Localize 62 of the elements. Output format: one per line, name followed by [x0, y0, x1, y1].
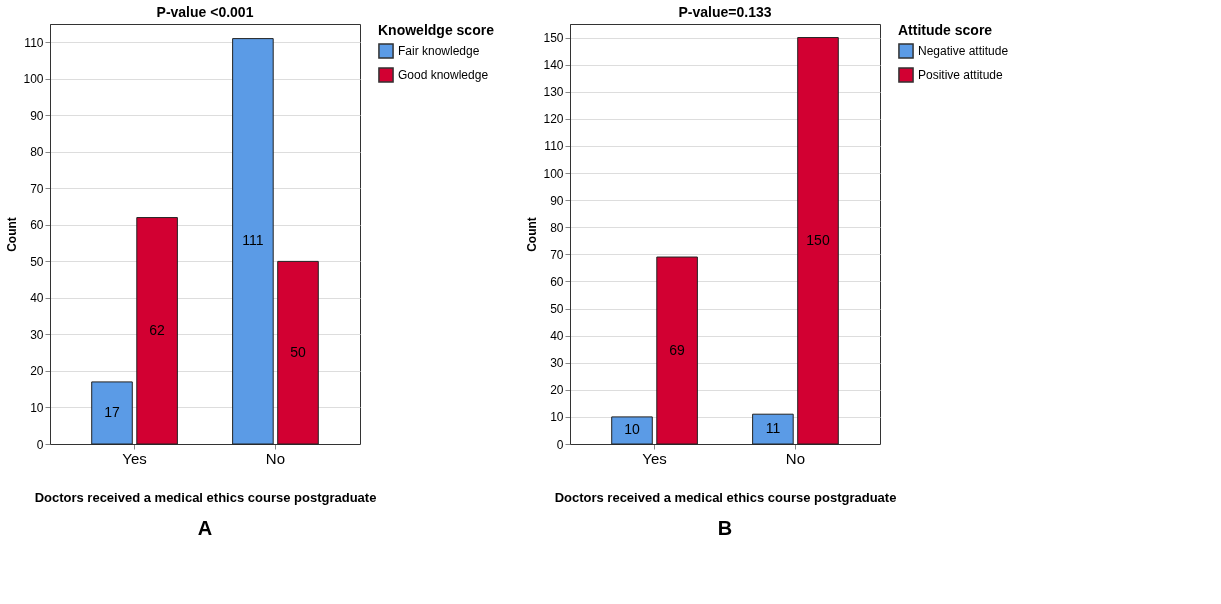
bar	[656, 256, 698, 445]
x-tick-label: Yes	[642, 449, 667, 467]
x-axis-title: Doctors received a medical ethics course postgraduate	[554, 489, 897, 505]
y-tick-label: 150	[543, 31, 564, 46]
legend-label: Positive attitude	[918, 68, 1004, 82]
data-label: 150	[806, 231, 830, 248]
y-tick-label: 30	[30, 327, 44, 342]
y-tick-label: 90	[550, 193, 564, 208]
data-label: 11	[765, 420, 781, 437]
y-tick-label: 90	[30, 108, 44, 123]
legend-label: Good knowledge	[398, 68, 489, 82]
x-tick-label: No	[265, 449, 286, 467]
y-axis-title: Count	[525, 217, 540, 252]
legend-label: Negative attitude	[918, 44, 1009, 58]
bar	[797, 37, 839, 445]
y-tick-label: 20	[30, 364, 44, 379]
bar	[232, 38, 274, 445]
bar	[136, 217, 178, 445]
y-tick-label: 30	[550, 356, 564, 371]
y-tick-label: 50	[30, 254, 44, 269]
y-tick-label: 60	[30, 218, 44, 233]
y-tick-label: 110	[544, 139, 564, 154]
data-label: 111	[242, 232, 264, 249]
legend-label: Fair knowledge	[398, 44, 480, 58]
chart-title: P-value <0.001	[156, 4, 254, 20]
bar	[752, 413, 794, 445]
bar	[277, 260, 319, 445]
y-tick-label: 20	[550, 383, 564, 398]
y-tick-label: 10	[550, 410, 564, 425]
x-tick-label: Yes	[122, 449, 147, 467]
y-tick-label: 50	[550, 302, 564, 317]
bar	[91, 381, 133, 445]
data-label: 50	[290, 343, 306, 360]
data-label: 10	[624, 421, 640, 438]
y-tick-label: 40	[550, 329, 564, 344]
y-tick-label: 130	[543, 85, 564, 100]
text: B	[717, 517, 733, 539]
y-tick-label: 80	[30, 145, 44, 160]
y-tick-label: 10	[30, 400, 44, 415]
y-axis-title: Count	[5, 217, 20, 252]
data-label: 62	[149, 321, 166, 338]
legend-title: Attitude score	[898, 22, 993, 38]
y-tick-label: 100	[543, 166, 564, 181]
y-tick-label: 0	[36, 437, 44, 452]
y-tick-label: 80	[550, 220, 564, 235]
text: A	[197, 517, 213, 539]
y-tick-label: 70	[550, 247, 564, 262]
y-tick-label: 60	[550, 274, 564, 289]
y-tick-label: 140	[543, 58, 564, 73]
y-tick-label: 0	[556, 437, 564, 452]
y-tick-label: 70	[30, 181, 44, 196]
data-label: 17	[104, 403, 120, 420]
y-tick-label: 110	[24, 35, 44, 50]
x-tick-label: No	[785, 449, 806, 467]
legend-title: Knoweldge score	[378, 22, 495, 38]
bar	[611, 416, 653, 445]
y-tick-label: 100	[23, 72, 44, 87]
y-tick-label: 120	[543, 112, 564, 127]
chart-title: P-value=0.133	[678, 4, 772, 20]
data-label: 69	[669, 341, 686, 358]
y-tick-label: 40	[30, 291, 44, 306]
x-axis-title: Doctors received a medical ethics course postgraduate	[34, 489, 377, 505]
